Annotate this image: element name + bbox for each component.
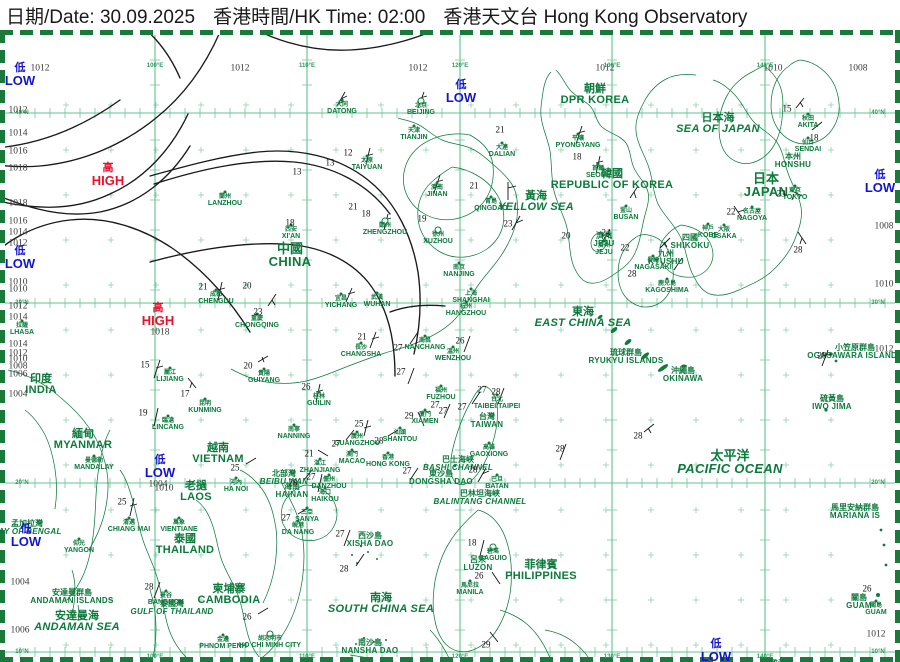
- station-dot: [77, 537, 81, 541]
- station-dot: [793, 184, 797, 188]
- station-dot: [127, 516, 131, 520]
- chart-border-left: [0, 30, 5, 662]
- station-dot: [386, 451, 390, 455]
- station-dot: [262, 367, 266, 371]
- station-dot: [289, 223, 293, 227]
- station-dot: [318, 457, 322, 461]
- isobars: [0, 30, 446, 377]
- station-dot: [166, 414, 170, 418]
- station-dot: [296, 519, 300, 523]
- station-dot: [177, 516, 181, 520]
- graticule-lines: [5, 35, 895, 657]
- header-source: 香港天文台 Hong Kong Observatory: [443, 6, 748, 28]
- station-dot: [750, 205, 754, 209]
- station-dot: [489, 195, 493, 199]
- chart-border-bottom: [0, 657, 900, 662]
- station-dot: [722, 223, 726, 227]
- station-dot: [412, 124, 416, 128]
- station-dot: [706, 222, 710, 226]
- station-dot: [435, 181, 439, 185]
- header-time: 香港時間/HK Time: 02:00: [213, 6, 426, 28]
- station-dot: [266, 630, 274, 638]
- station-dot: [489, 543, 497, 551]
- station-dot: [596, 162, 600, 166]
- station-dot: [665, 277, 669, 281]
- station-dot: [464, 300, 468, 304]
- station-dot: [806, 112, 810, 116]
- station-dot: [624, 204, 628, 208]
- station-dot: [203, 397, 207, 401]
- station-dot: [469, 287, 473, 291]
- station-dot: [398, 426, 402, 430]
- station-dot: [439, 384, 443, 388]
- chart-border-top: [0, 30, 900, 35]
- station-dot: [434, 226, 442, 234]
- station-dot: [365, 154, 369, 158]
- station-dot: [350, 448, 354, 452]
- station-dot: [423, 334, 427, 338]
- station-dot: [223, 190, 227, 194]
- station-dot: [323, 486, 327, 490]
- station-dot: [495, 393, 499, 397]
- station-dot: [468, 579, 472, 583]
- station-dot: [327, 473, 331, 477]
- station-dot: [417, 97, 425, 105]
- station-dot: [317, 390, 321, 394]
- chart-header: 日期/Date: 30.09.2025 香港時間/HK Time: 02:00 …: [0, 0, 900, 30]
- station-dot: [221, 633, 225, 637]
- station-dot: [92, 454, 96, 458]
- station-dot: [292, 423, 296, 427]
- station-dot: [651, 254, 655, 258]
- station-dot: [874, 599, 878, 603]
- header-date: 日期/Date: 30.09.2025: [6, 6, 196, 28]
- station-dot: [305, 506, 309, 510]
- station-dot: [806, 136, 810, 140]
- station-dot: [340, 98, 344, 102]
- station-dot: [339, 292, 343, 296]
- station-dot: [214, 288, 218, 292]
- station-dot: [487, 441, 491, 445]
- station-dot: [20, 319, 24, 323]
- station-dot: [576, 132, 580, 136]
- station-dot: [602, 239, 606, 243]
- station-dot: [168, 366, 172, 370]
- wind-barbs: [129, 91, 832, 643]
- station-dot: [423, 408, 427, 412]
- chart-border-right: [895, 30, 900, 662]
- station-dot: [359, 341, 363, 345]
- station-dot: [500, 141, 504, 145]
- station-dot: [381, 217, 389, 225]
- station-dot: [234, 476, 238, 480]
- surface-analysis-chart: .gl{stroke:#9fd9b6;stroke-width:.8;fill:…: [0, 30, 900, 662]
- coastlines: [7, 59, 888, 662]
- station-dot: [495, 473, 499, 477]
- station-dot: [451, 345, 455, 349]
- station-dot: [375, 291, 379, 295]
- station-dot: [457, 261, 461, 265]
- station-dot: [164, 589, 168, 593]
- station-dot: [255, 312, 259, 316]
- map-canvas: .gl{stroke:#9fd9b6;stroke-width:.8;fill:…: [0, 30, 900, 662]
- station-dot: [355, 430, 359, 434]
